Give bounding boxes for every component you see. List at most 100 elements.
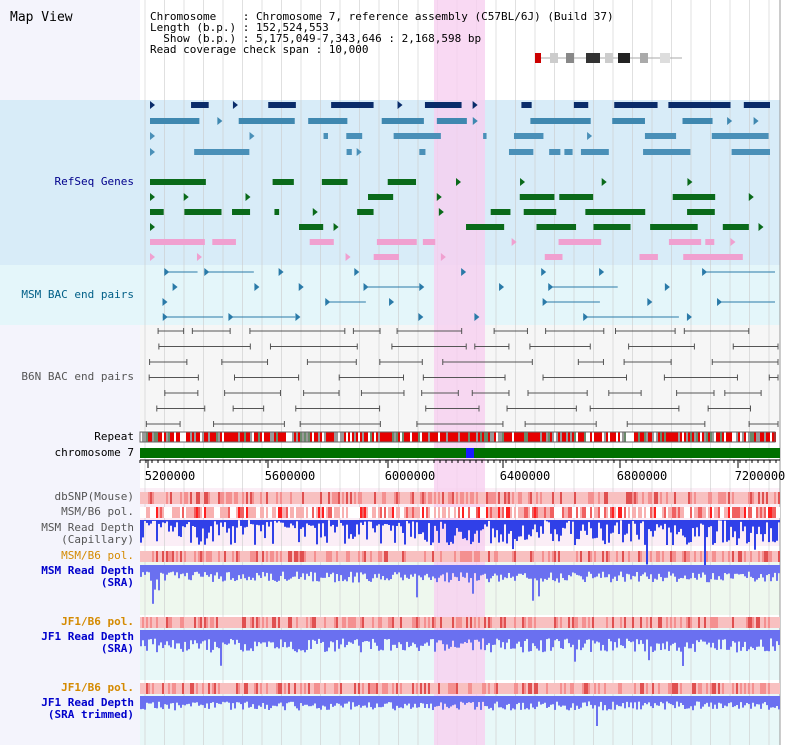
refseq-gene — [683, 254, 743, 260]
refseq-arrow — [397, 101, 403, 109]
refseq-genes-label[interactable]: RefSeq Genes — [54, 175, 134, 188]
repeat-segment — [452, 432, 454, 442]
dbsnp-cell — [516, 492, 518, 504]
msm-cap-depth-bar — [324, 520, 326, 537]
msm-pol1-cell — [646, 507, 648, 518]
jf1-trim-depth-bar — [300, 696, 302, 704]
msm-cap-depth-bar — [438, 520, 440, 543]
msm-cap-depth-bar — [188, 520, 190, 523]
jf1-pol2-cell — [606, 683, 608, 694]
jf1-b6-pol-label-2[interactable]: JF1/B6 pol. — [61, 681, 134, 694]
msm-pol2-cell — [244, 551, 246, 562]
jf1-depth-trimmed-label[interactable]: JF1 Read Depth (SRA trimmed) — [41, 696, 134, 721]
msm-end — [499, 283, 505, 291]
jf1-pol1-cell — [500, 617, 502, 628]
jf1-pol1-cell — [708, 617, 710, 628]
jf1-trim-depth-bar — [700, 696, 702, 709]
dbsnp-cell — [262, 492, 264, 504]
jf1-trim-depth-bar — [238, 696, 240, 703]
jf1-trim-depth-bar — [572, 696, 574, 704]
jf1-pol2-cell — [424, 683, 426, 694]
jf1-trim-depth-bar — [470, 696, 472, 703]
msm-sra-depth-bar — [274, 565, 276, 581]
msm-pol1-cell — [162, 507, 164, 518]
dbsnp-label[interactable]: dbSNP(Mouse) — [54, 490, 134, 503]
jf1-pol1-cell — [504, 617, 506, 628]
msm-pol2-cell — [736, 551, 738, 562]
msm-sra-depth-bar — [352, 565, 354, 583]
dbsnp-cell — [422, 492, 424, 504]
jf1-sra-depth-bar — [352, 630, 354, 644]
msm-pol2-cell — [706, 551, 708, 562]
jf1-trim-depth-bar — [604, 696, 606, 706]
jf1-sra-depth-bar — [698, 630, 700, 643]
msm-pol1-cell — [358, 507, 360, 518]
jf1-pol1-cell — [518, 617, 520, 628]
jf1-trim-depth-bar — [430, 696, 432, 704]
jf1-pol1-cell — [652, 617, 654, 628]
msm-b6-pol-label-1[interactable]: MSM/B6 pol. — [61, 505, 134, 518]
msm-sra-depth-bar — [532, 565, 534, 601]
repeat-segment — [758, 432, 760, 442]
repeat-segment — [664, 432, 666, 442]
repeat-segment — [422, 432, 424, 442]
jf1-trim-depth-bar — [544, 696, 546, 703]
jf1-b6-pol-label-1[interactable]: JF1/B6 pol. — [61, 615, 134, 628]
jf1-trim-depth-bar — [764, 696, 766, 703]
jf1-trim-depth-bar — [570, 696, 572, 708]
dbsnp-cell — [332, 492, 334, 504]
dbsnp-cell — [652, 492, 654, 504]
jf1-pol2-cell — [652, 683, 654, 694]
b6n-bac-label[interactable]: B6N BAC end pairs — [21, 370, 134, 383]
msm-sra-depth-bar — [756, 565, 758, 580]
repeat-segment — [162, 432, 164, 442]
msm-pol2-cell — [186, 551, 188, 562]
repeat-segment — [438, 432, 440, 442]
dbsnp-cell — [736, 492, 738, 504]
jf1-trim-depth-bar — [232, 696, 234, 704]
jf1-sra-depth-bar — [306, 630, 308, 650]
msm-pol2-cell — [486, 551, 488, 562]
msm-cap-depth-bar — [506, 520, 508, 544]
msm-sra-depth-bar — [706, 565, 708, 583]
jf1-trim-depth-bar — [342, 696, 344, 708]
msm-cap-depth-bar — [510, 520, 512, 532]
msm-pol1-cell — [642, 507, 644, 518]
msm-depth-sra-label[interactable]: MSM Read Depth (SRA) — [41, 564, 134, 589]
jf1-pol1-cell — [280, 617, 282, 628]
jf1-sra-depth-bar — [434, 630, 436, 652]
refseq-gene — [668, 239, 702, 245]
dbsnp-cell — [498, 492, 500, 504]
refseq-gene — [232, 209, 251, 215]
repeat-segment — [356, 432, 358, 442]
jf1-pol1-cell — [326, 617, 328, 628]
msm-depth-capillary-label[interactable]: MSM Read Depth (Capillary) — [41, 521, 134, 546]
msm-sra-depth-bar — [140, 565, 142, 577]
repeat-segment — [444, 432, 446, 442]
jf1-trim-depth-bar — [374, 696, 376, 708]
msm-bac-label[interactable]: MSM BAC end pairs — [21, 288, 134, 301]
msm-sra-depth-bar — [252, 565, 254, 578]
msm-pol2-cell — [428, 551, 430, 562]
jf1-sra-depth-bar — [178, 630, 180, 644]
jf1-depth-sra-label[interactable]: JF1 Read Depth (SRA) — [41, 630, 134, 655]
msm-end — [418, 313, 424, 321]
jf1-pol2-cell — [540, 683, 542, 694]
repeat-segment — [212, 432, 214, 442]
msm-pol2-cell — [332, 551, 334, 562]
msm-sra-depth-bar — [676, 565, 678, 582]
msm-b6-pol-label-2[interactable]: MSM/B6 pol. — [61, 549, 134, 562]
msm-pol2-cell — [592, 551, 594, 562]
jf1-pol2-cell — [146, 683, 148, 694]
repeat-segment — [710, 432, 712, 442]
msm-pol2-cell — [522, 551, 524, 562]
jf1-pol2-cell — [268, 683, 270, 694]
jf1-trim-depth-bar — [526, 696, 528, 709]
jf1-trim-depth-bar — [416, 696, 418, 708]
msm-pol2-cell — [582, 551, 584, 562]
msm-sra-depth-bar — [380, 565, 382, 580]
msm-cap-depth-bar — [740, 520, 742, 522]
refseq-arrow — [150, 253, 155, 261]
jf1-pol2-cell — [708, 683, 710, 694]
